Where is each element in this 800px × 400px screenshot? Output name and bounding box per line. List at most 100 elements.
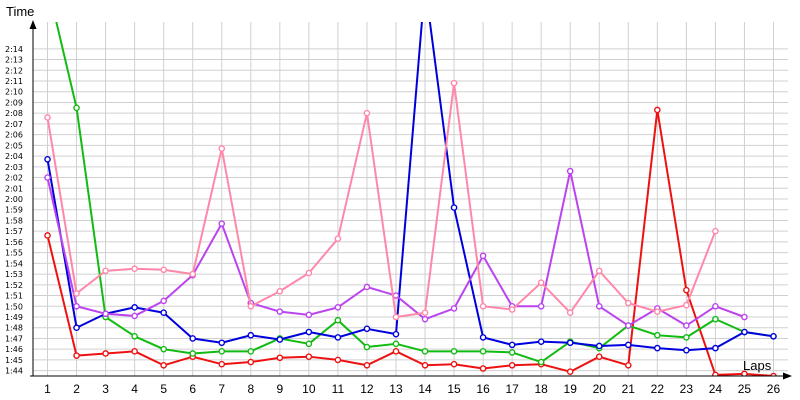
data-point xyxy=(537,279,545,286)
y-tick-label: 1:48 xyxy=(5,324,23,333)
x-axis-arrow xyxy=(783,372,792,380)
tick-labels: 1 2 3 4 5 6 7 8 9 10 11 12 13 14 15 16 17 18 19 20 21 22 23 24 2… xyxy=(5,45,780,396)
y-tick-label: 2:04 xyxy=(5,152,23,161)
y-tick-label: 2:00 xyxy=(5,195,23,204)
series-3 xyxy=(44,167,748,329)
data-point xyxy=(305,311,313,319)
data-point xyxy=(537,338,545,345)
data-point xyxy=(334,334,342,341)
data-point xyxy=(276,308,284,315)
x-tick-label: 17 xyxy=(505,382,519,396)
x-tick-label: 18 xyxy=(534,382,548,396)
data-point xyxy=(160,361,167,369)
data-point xyxy=(73,290,80,297)
data-point xyxy=(683,322,690,329)
y-tick-label: 2:03 xyxy=(5,163,23,172)
data-point xyxy=(595,302,603,310)
data-point xyxy=(160,297,167,305)
data-point xyxy=(247,302,255,310)
data-point xyxy=(73,104,80,112)
data-point xyxy=(450,79,458,87)
x-tick-label: 2 xyxy=(73,382,80,396)
data-point xyxy=(334,304,342,311)
data-point xyxy=(508,361,516,369)
y-tick-label: 2:11 xyxy=(5,77,23,86)
data-point xyxy=(73,352,80,359)
data-point xyxy=(508,349,516,356)
data-point xyxy=(218,145,226,152)
data-point xyxy=(363,325,371,333)
data-point xyxy=(683,346,690,354)
data-point xyxy=(160,309,167,317)
y-tick-label: 2:12 xyxy=(5,66,23,75)
data-point xyxy=(160,345,167,353)
y-tick-label: 1:51 xyxy=(5,292,23,301)
data-point xyxy=(624,299,632,307)
data-point xyxy=(508,306,516,313)
data-point xyxy=(624,341,632,349)
data-point xyxy=(421,361,429,369)
data-point xyxy=(131,333,138,340)
data-point xyxy=(44,232,51,239)
x-tick-label: 3 xyxy=(102,382,109,396)
data-point xyxy=(276,336,284,343)
data-point xyxy=(276,354,284,362)
x-tick-label: 8 xyxy=(247,382,254,396)
y-tick-label: 2:05 xyxy=(5,141,23,150)
data-point xyxy=(566,368,574,376)
data-point xyxy=(363,109,371,117)
data-point xyxy=(102,350,109,357)
series-4 xyxy=(44,79,719,321)
axes xyxy=(29,20,792,380)
y-tick-label: 1:44 xyxy=(5,367,23,376)
y-axis-title: Time xyxy=(6,4,34,19)
data-point xyxy=(770,333,777,340)
data-point xyxy=(189,335,197,342)
x-tick-label: 16 xyxy=(476,382,490,396)
data-point xyxy=(566,309,574,317)
y-tick-label: 2:10 xyxy=(5,88,23,97)
data-point xyxy=(247,331,255,339)
data-point xyxy=(683,286,690,294)
x-tick-label: 23 xyxy=(680,382,694,396)
y-tick-label: 2:08 xyxy=(5,109,23,118)
data-point xyxy=(450,360,458,368)
series-2 xyxy=(44,22,777,354)
data-point xyxy=(44,114,51,121)
data-point xyxy=(450,305,458,312)
data-point xyxy=(508,341,516,349)
x-tick-label: 13 xyxy=(389,382,403,396)
series-line xyxy=(46,22,774,352)
y-tick-label: 1:58 xyxy=(5,216,23,225)
data-point xyxy=(712,315,719,323)
x-tick-label: 9 xyxy=(276,382,283,396)
data-point xyxy=(683,334,690,341)
data-point xyxy=(334,316,342,324)
data-point xyxy=(654,106,661,114)
data-point xyxy=(741,313,748,321)
x-tick-label: 6 xyxy=(189,382,196,396)
data-point xyxy=(44,156,51,163)
data-point xyxy=(741,370,748,376)
data-point xyxy=(741,328,748,336)
y-tick-label: 2:14 xyxy=(5,45,23,54)
data-point xyxy=(44,174,51,181)
y-tick-label: 2:02 xyxy=(5,174,23,183)
y-tick-label: 1:50 xyxy=(5,302,23,311)
data-point xyxy=(712,344,719,352)
y-tick-label: 1:55 xyxy=(5,249,23,258)
y-tick-label: 1:46 xyxy=(5,345,23,354)
y-tick-label: 2:01 xyxy=(5,184,23,193)
y-tick-label: 1:54 xyxy=(5,259,23,268)
y-tick-label: 2:06 xyxy=(5,131,23,140)
data-point xyxy=(131,304,138,311)
series-line xyxy=(55,22,774,364)
data-point xyxy=(160,266,167,274)
x-axis-title: Laps xyxy=(743,358,772,373)
data-point xyxy=(392,330,400,338)
y-axis-arrow xyxy=(29,20,37,29)
data-point xyxy=(392,340,400,348)
y-tick-label: 1:57 xyxy=(5,227,23,236)
y-tick-label: 1:45 xyxy=(5,356,23,365)
data-point xyxy=(218,339,226,347)
